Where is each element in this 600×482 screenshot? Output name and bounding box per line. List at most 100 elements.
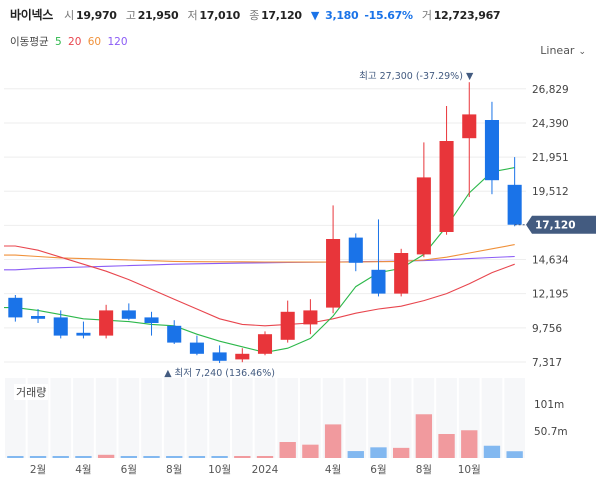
price-tick-label: 7,317 <box>532 357 562 369</box>
ma-20-label: 20 <box>68 36 82 48</box>
volume-bar[interactable] <box>302 444 319 458</box>
volume-column-bg <box>277 378 299 458</box>
volume-column-bg <box>50 378 72 458</box>
volume-bar[interactable] <box>7 456 24 458</box>
volume-bar[interactable] <box>483 445 501 458</box>
scale-dropdown[interactable]: Linear ⌄ <box>540 44 586 57</box>
x-axis-label: 10월 <box>208 464 231 476</box>
x-axis-label: 8월 <box>416 464 432 476</box>
ma-5-label: 5 <box>54 36 62 48</box>
candle-body[interactable] <box>167 325 182 343</box>
volume-bar[interactable] <box>415 414 433 458</box>
volume-bar[interactable] <box>256 456 274 458</box>
volume-panel-title: 거래량 <box>14 384 49 400</box>
x-axis-label: 6월 <box>121 464 137 476</box>
candle-body[interactable] <box>189 342 204 354</box>
volume-bar[interactable] <box>506 451 523 458</box>
volume-bar[interactable] <box>279 442 296 458</box>
candle-body[interactable] <box>235 353 250 360</box>
volume-bar[interactable] <box>461 430 478 458</box>
volume-bar[interactable] <box>347 451 364 458</box>
x-axis-label: 4월 <box>325 464 341 476</box>
candle-body[interactable] <box>280 311 295 340</box>
price-tick-label: 12,195 <box>532 289 569 301</box>
volume-column-bg <box>73 378 94 458</box>
ma-120-label: 120 <box>107 36 128 48</box>
candle-body[interactable] <box>76 332 91 336</box>
price-tick-label: 9,756 <box>532 323 562 335</box>
volume-tick-label: 101m <box>534 399 564 411</box>
candle-body[interactable] <box>99 310 114 336</box>
price-tick-label: 26,829 <box>532 84 569 96</box>
x-axis-label: 8월 <box>166 464 182 476</box>
volume-label: 거 <box>421 9 432 22</box>
candle-body[interactable] <box>257 334 273 354</box>
candle-body[interactable] <box>53 317 68 336</box>
ma-120-line <box>4 255 515 271</box>
ma-60-label: 60 <box>87 36 102 48</box>
close-value: 17,120 <box>261 9 302 22</box>
volume-column-bg <box>481 378 503 458</box>
volume-bar[interactable] <box>29 456 47 458</box>
candle-body[interactable] <box>416 177 431 255</box>
volume-bar[interactable] <box>97 454 115 458</box>
open-value: 19,970 <box>76 9 117 22</box>
close-label: 종 <box>249 9 260 22</box>
price-tick-label: 21,951 <box>532 152 569 164</box>
volume-bar[interactable] <box>166 456 183 458</box>
candle-body[interactable] <box>303 310 318 325</box>
candle-body[interactable] <box>212 352 227 361</box>
volume-bar[interactable] <box>52 456 69 458</box>
high-label: 고 <box>125 9 136 22</box>
candle-body[interactable] <box>394 253 409 294</box>
candle-body[interactable] <box>439 141 454 232</box>
current-price-label: 17,120 <box>535 220 576 232</box>
low-label: 저 <box>187 9 198 22</box>
ma-legend-title: 이동평균 <box>10 36 49 48</box>
moving-average-legend[interactable]: 이동평균 5 20 60 120 <box>10 34 131 49</box>
volume-bar[interactable] <box>324 424 342 458</box>
volume-column-bg <box>300 378 321 458</box>
volume-bar[interactable] <box>370 447 387 458</box>
current-price-tag <box>526 215 596 234</box>
volume-column-bg <box>163 378 185 458</box>
candle-body[interactable] <box>8 297 23 318</box>
volume-bar[interactable] <box>143 456 160 458</box>
volume-column-bg <box>231 378 253 458</box>
candle-body[interactable] <box>121 310 136 319</box>
volume-bar[interactable] <box>211 456 228 458</box>
volume-tick-label: 50.7m <box>534 426 568 438</box>
volume-bar[interactable] <box>120 456 137 458</box>
low-value: 17,010 <box>199 9 241 22</box>
quote-header: 바이넥스 시 19,970 고 21,950 저 17,010 종 17,120 ▼ 3,… <box>10 6 506 26</box>
volume-column-bg <box>95 378 117 458</box>
price-tick-label: 24,390 <box>532 118 569 130</box>
volume-bar[interactable] <box>234 456 251 458</box>
candle-body[interactable] <box>144 317 159 323</box>
candle-body[interactable] <box>371 269 386 294</box>
volume-column-bg <box>186 378 208 458</box>
volume-bar[interactable] <box>75 456 92 458</box>
volume-column-bg <box>390 378 412 458</box>
volume-bar[interactable] <box>393 447 410 458</box>
change-arrow-icon: ▼ <box>310 9 320 22</box>
volume-value: 12,723,967 <box>433 9 501 22</box>
min-price-annotation: ▲ 최저 7,240 (136.46%) <box>164 368 275 379</box>
price-tick-label: 14,634 <box>532 255 569 267</box>
candle-body[interactable] <box>326 239 341 308</box>
candle-body[interactable] <box>507 184 522 225</box>
candle-body[interactable] <box>348 237 363 263</box>
stock-name: 바이넥스 <box>10 8 53 22</box>
volume-column-bg <box>345 378 367 458</box>
x-axis-label: 6월 <box>370 464 386 476</box>
candle-body[interactable] <box>462 114 477 139</box>
candle-body[interactable] <box>31 316 46 319</box>
x-axis-label: 4월 <box>75 464 91 476</box>
x-axis-label: 2024 <box>252 464 279 476</box>
volume-bar[interactable] <box>438 434 455 458</box>
volume-column-bg <box>504 378 525 458</box>
volume-column-bg <box>368 378 389 458</box>
candle-body[interactable] <box>484 120 499 181</box>
volume-bar[interactable] <box>188 456 206 458</box>
